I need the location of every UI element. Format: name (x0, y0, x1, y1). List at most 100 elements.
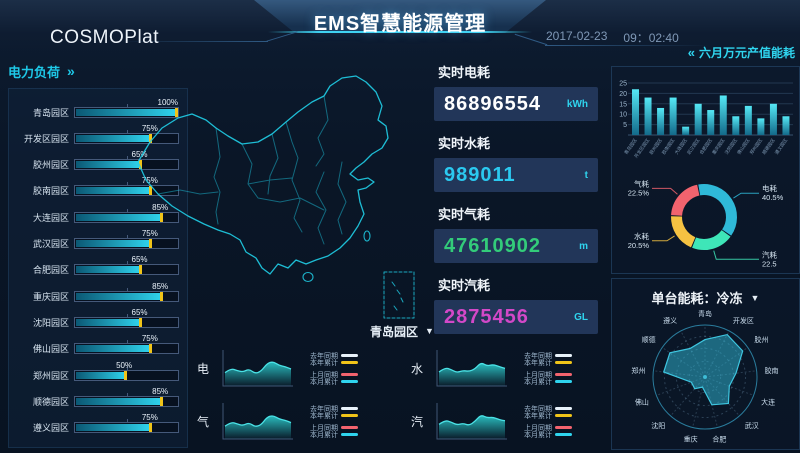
trend-chart-label: 电 (196, 362, 209, 376)
legend-item: 本月累计 (308, 431, 358, 439)
load-bar-value: 75% (141, 334, 158, 344)
legend-item: 本年累计 (308, 412, 358, 420)
power-load-panel: 电力负荷 » 青岛园区 100% 开发区园区 75% 胶州园区 65% 胶南园区 75% 大连园… (8, 60, 188, 448)
load-bar-row: 重庆园区 85% (11, 282, 179, 307)
load-bar-marker (138, 160, 142, 170)
trend-area-chart (222, 402, 293, 439)
donut-label: 汽耗 22.5 (762, 249, 777, 268)
bar (719, 95, 727, 135)
power-load-title-row: 电力负荷 » (8, 60, 188, 82)
scale-tick (126, 235, 128, 239)
header-line-left (120, 41, 268, 42)
chevrons-left-icon: « (687, 45, 695, 60)
load-bar-row: 胶州园区 65% (11, 150, 179, 176)
trend-charts-grid: 电去年同期 本年累计 上月同期 本月累计水去年同期 本年累计 上月同期 本月累计气去年同期本… (196, 342, 608, 448)
stat-label: 实时电耗 (438, 65, 491, 80)
load-bar-fill (76, 266, 141, 274)
radar-axis-label: 青岛 (698, 309, 712, 318)
legend-text: 本月累计 (524, 378, 552, 386)
legend-item: 去年同期 (308, 405, 358, 413)
radar-area (662, 333, 744, 406)
power-load-title: 电力负荷 (8, 64, 61, 80)
legend-item: 上月同期 (308, 424, 358, 432)
load-bar-label: 重庆园区 (32, 291, 69, 302)
park-selector[interactable]: 青岛园区 ▼ (196, 322, 608, 340)
legend-text: 本年累计 (310, 412, 338, 420)
trend-legend: 去年同期 本年累计 上月同期 本月累计 (308, 352, 358, 386)
radar-axis-label: 大连 (761, 397, 775, 406)
legend-item: 本月累计 (308, 378, 358, 386)
load-bar-fill (76, 345, 152, 353)
scale-tick (126, 261, 128, 265)
stat-box: 47610902 m (434, 229, 598, 263)
page-title: EMS智慧能源管理 (313, 13, 487, 35)
datetime: 2017-02-23 09：02:40 (546, 29, 679, 46)
unit-energy-selector[interactable]: 单台能耗：冷冻 ▼ (612, 288, 799, 307)
donut-segment (698, 184, 737, 236)
load-bar-label: 遵义园区 (32, 423, 69, 434)
legend-item: 上月同期 (308, 371, 358, 379)
donut-leader-line (652, 187, 678, 195)
load-bar-track: 75% (74, 413, 179, 434)
bar (769, 103, 777, 135)
scale-tick (126, 340, 128, 344)
load-bar-marker (149, 239, 153, 249)
stat-value: 47610902 (444, 234, 541, 257)
bar (694, 103, 702, 135)
load-bar-fill (76, 292, 162, 300)
load-bar-label: 青岛园区 (32, 107, 69, 118)
trend-area-chart (436, 402, 507, 439)
load-bar-row: 佛山园区 75% (11, 334, 179, 360)
legend-text: 本月累计 (310, 431, 338, 439)
load-bar-label: 胶南园区 (32, 186, 69, 197)
load-bar-fill (76, 108, 177, 116)
legend-item: 本年累计 (522, 359, 572, 367)
legend-swatch (341, 373, 358, 376)
stat-label: 实时水耗 (438, 136, 491, 151)
scale-tick (126, 156, 128, 160)
load-bar-fill (76, 213, 162, 221)
legend-swatch (341, 426, 358, 429)
park-trend-block: 青岛园区 ▼ 电去年同期 本年累计 上月同期 本月累计水去年同期 本年累计 上月同期 本月累… (196, 322, 608, 450)
scale-tick (126, 366, 128, 370)
stat-unit: m (579, 240, 588, 252)
monthly-energy-panel: 5 10 15 20 25 青岛园区 开发区园区 胶州园区 胶南园区 大连园区 武汉园区 合肥园区 重庆… (611, 66, 800, 274)
bar (682, 126, 690, 135)
bar (732, 116, 740, 135)
stat-value: 2875456 (444, 305, 529, 328)
legend-text: 去年同期 (310, 405, 338, 413)
header: EMS智慧能源管理 COSMOPlat 2017-02-23 09：02:40 (0, 0, 800, 56)
legend-item: 去年同期 (308, 352, 358, 360)
radar-axis-label: 郑州 (631, 367, 645, 375)
park-selector-label: 青岛园区 (370, 324, 419, 339)
legend-swatch (341, 407, 358, 410)
trend-legend: 去年同期 本年累计上月同期 本月累计 (308, 405, 358, 439)
load-bar-value: 50% (116, 360, 133, 370)
load-bar-label: 大连园区 (32, 212, 69, 223)
unit-energy-panel: 单台能耗：冷冻 ▼ 青岛 开发区 胶州 胶南 大连 武汉 合肥 重庆 沈阳 佛山 郑州 顺德 遵义 (611, 278, 800, 450)
stat-unit: GL (574, 311, 588, 323)
logo: COSMOPlat (50, 27, 160, 48)
scale-tick (126, 129, 128, 133)
load-bar-track: 65% (74, 150, 179, 171)
legend-item: 上月同期 (522, 424, 572, 432)
load-bar-row: 遵义园区 75% (11, 413, 179, 439)
y-axis-tick: 15 (619, 101, 627, 108)
radar-axis-label: 沈阳 (651, 421, 665, 430)
power-load-chart: 青岛园区 100% 开发区园区 75% 胶州园区 65% 胶南园区 75% 大连园区 85% 武汉园… (8, 88, 188, 448)
legend-text: 去年同期 (310, 352, 338, 360)
scale-tick (126, 419, 128, 423)
load-bar-track: 85% (74, 387, 179, 408)
load-bar-track: 75% (74, 176, 179, 197)
monthly-energy-bar-chart: 510152025青岛园区开发区园区胶州园区胶南园区大连园区武汉园区合肥园区重庆… (619, 81, 793, 160)
y-axis-tick: 5 (623, 122, 627, 129)
radar-axis-label: 胶南 (765, 366, 779, 375)
trend-chart-label: 水 (410, 362, 423, 376)
legend-text: 上月同期 (310, 371, 338, 379)
date-text: 2017-02-23 (546, 29, 608, 43)
bar (669, 97, 677, 135)
scale-tick (126, 287, 128, 291)
dropdown-arrow-icon: ▼ (750, 292, 760, 303)
